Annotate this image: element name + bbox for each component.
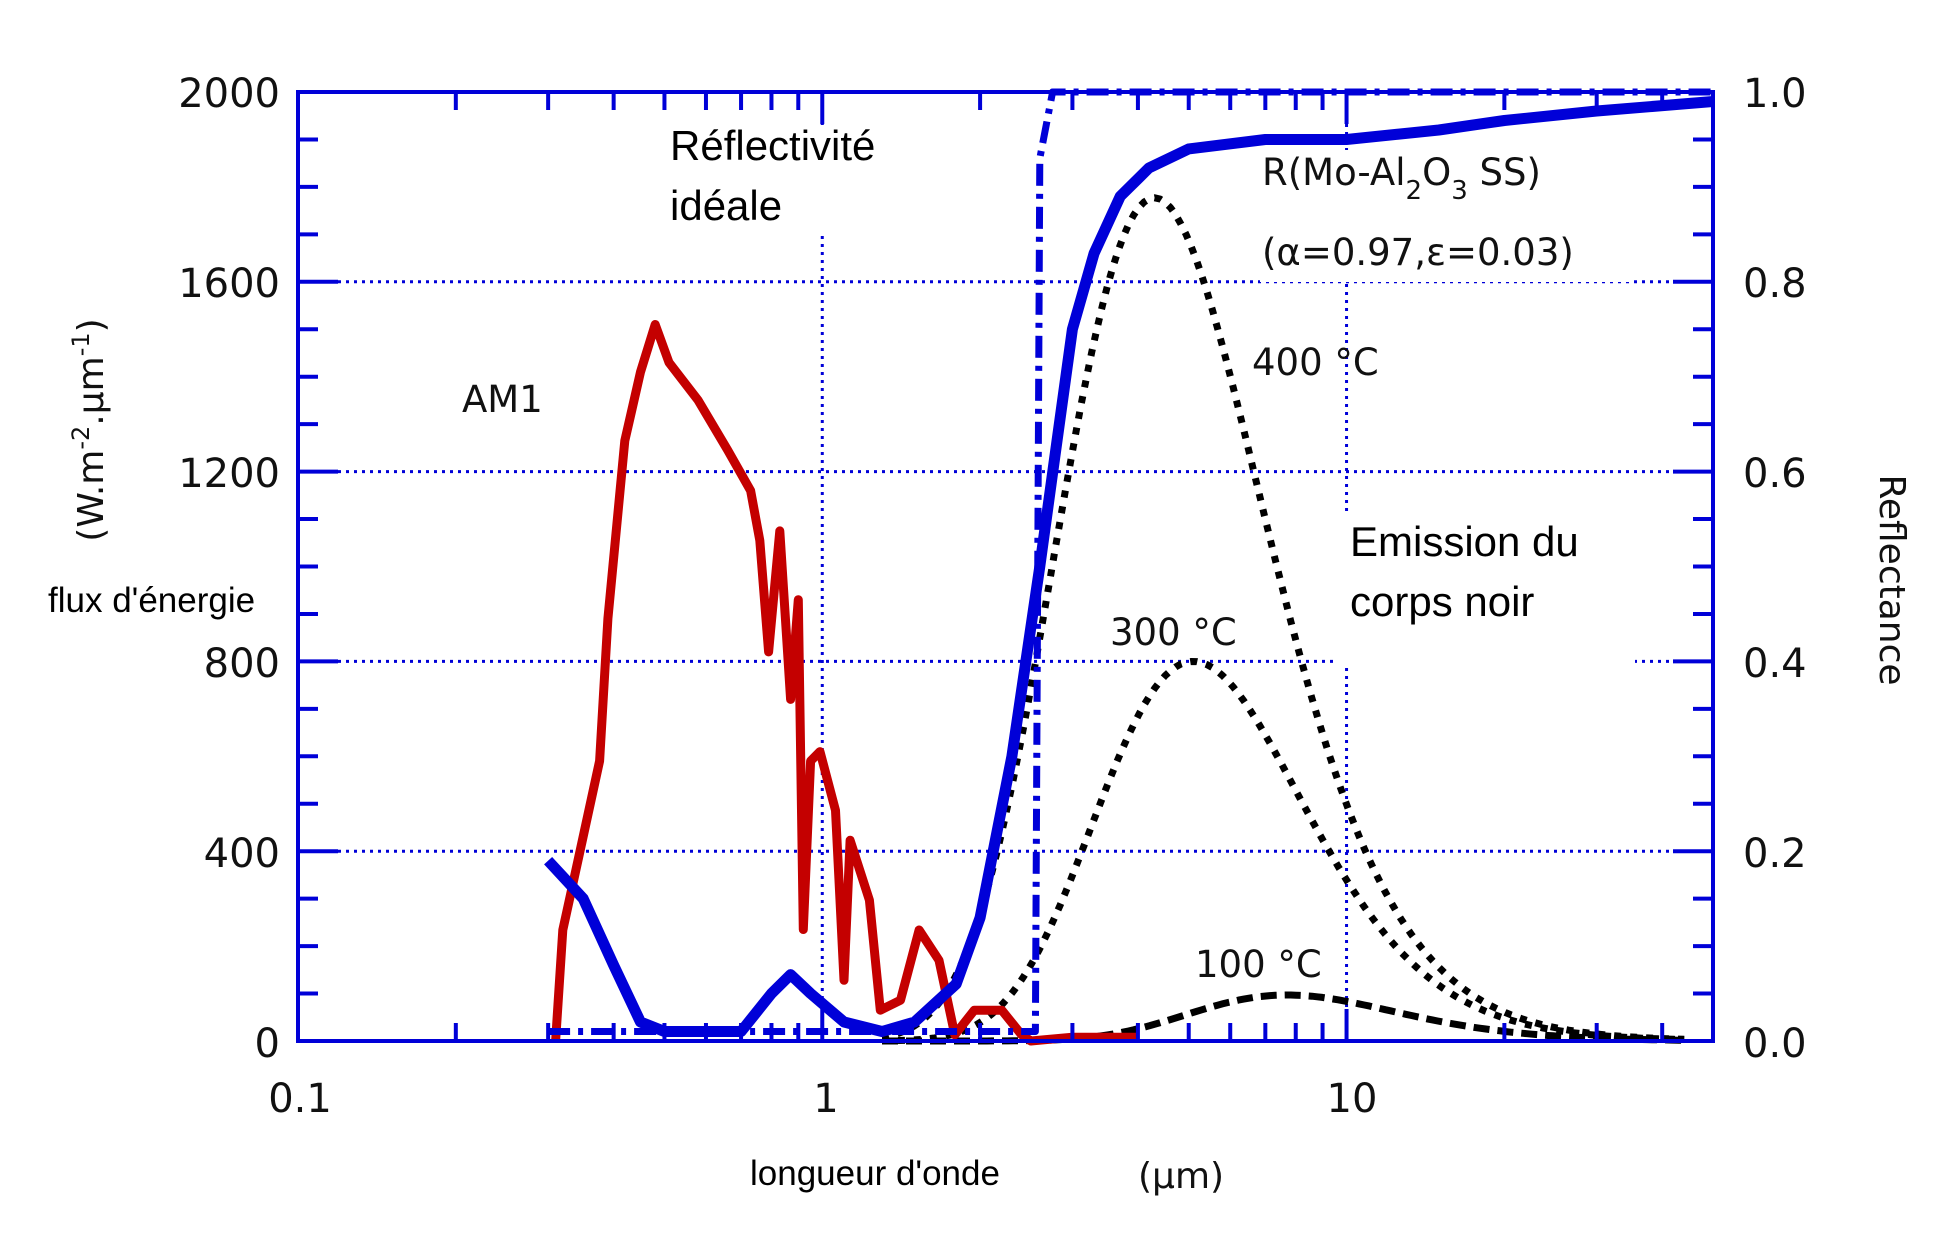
annotation-ideal-line2: idéale xyxy=(670,182,782,229)
y-left-unit-mid: .µm xyxy=(71,356,112,425)
series-blackbody-400c xyxy=(881,194,1685,1043)
x-tick-label: 10 xyxy=(1327,1076,1378,1122)
y-left-unit-sup1: -2 xyxy=(67,426,95,450)
x-axis-unit: (µm) xyxy=(1138,1156,1224,1197)
y-left-flux-word: flux d'énergie xyxy=(48,581,255,620)
annotation-blackbody-line1: Emission du xyxy=(1350,518,1579,565)
y-left-unit-open: (W.m xyxy=(71,450,112,542)
y-right-tick-label: 0.6 xyxy=(1743,451,1807,497)
annotation-blackbody-line2: corps noir xyxy=(1350,578,1534,625)
annotation-100c: 100 °C xyxy=(1195,943,1322,986)
material-sub1: 2 xyxy=(1406,176,1423,206)
y-left-flux-label: flux d'énergie xyxy=(48,581,255,620)
annotation-am1: AM1 xyxy=(462,378,543,421)
y-left-tick-label: 2000 xyxy=(178,71,280,117)
annotation-params: (α=0.97,ε=0.03) xyxy=(1262,231,1574,274)
material-prefix: R(Mo-Al xyxy=(1262,151,1406,194)
x-tick-label: 1 xyxy=(813,1076,838,1122)
material-mid: O xyxy=(1422,151,1451,194)
y-right-axis-title: Reflectance xyxy=(1871,474,1912,685)
material-label-mask xyxy=(1260,150,1630,282)
y-left-tick-label: 0 xyxy=(255,1021,280,1067)
y-left-tick-label: 1200 xyxy=(178,451,280,497)
axes xyxy=(296,90,1715,1043)
y-left-tick-label: 1600 xyxy=(178,261,280,307)
y-left-unit-sup2: -1 xyxy=(67,332,95,356)
x-axis-title: longueur d'onde xyxy=(750,1154,1000,1193)
y-right-tick-label: 0.8 xyxy=(1743,261,1807,307)
x-tick-label: 0.1 xyxy=(268,1076,332,1122)
series-blackbody-300c xyxy=(882,658,1685,1045)
y-left-tick-labels: 0 400 800 1200 1600 2000 xyxy=(178,71,280,1067)
series-reflectance xyxy=(544,96,1714,1037)
y-right-tick-label: 1.0 xyxy=(1743,71,1807,117)
annotation-material: R(Mo-Al2O3 SS) xyxy=(1262,151,1541,206)
annotation-400c: 400 °C xyxy=(1252,341,1379,384)
annotation-ideal-line1: Réflectivité xyxy=(670,122,875,169)
y-right-tick-label: 0.4 xyxy=(1743,641,1807,687)
series-am1 xyxy=(551,320,1138,1046)
ideal-label-mask xyxy=(668,125,918,233)
y-left-tick-label: 400 xyxy=(204,831,280,877)
blackbody-label-mask xyxy=(1335,515,1635,665)
x-tick-labels: 0.1 1 10 xyxy=(268,1076,1377,1122)
material-sub2: 3 xyxy=(1451,176,1468,206)
y-left-axis-title: (W.m-2.µm-1) xyxy=(67,318,112,541)
y-right-tick-label: 0.0 xyxy=(1743,1021,1807,1067)
y-right-tick-label: 0.2 xyxy=(1743,831,1807,877)
material-suffix: SS) xyxy=(1468,151,1541,194)
y-right-tick-labels: 0.0 0.2 0.4 0.6 0.8 1.0 xyxy=(1743,71,1807,1067)
annotation-300c: 300 °C xyxy=(1110,611,1237,654)
y-left-tick-label: 800 xyxy=(204,641,280,687)
y-left-unit-close: ) xyxy=(71,318,112,332)
